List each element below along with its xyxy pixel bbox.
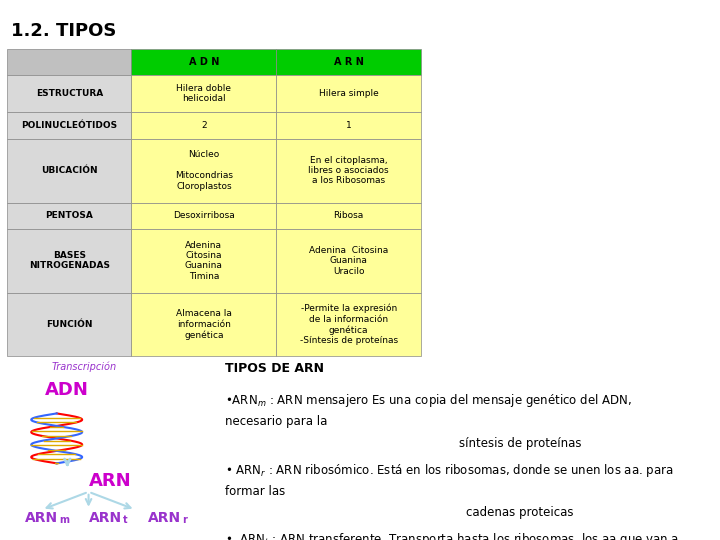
Text: TIPOS DE ARN: TIPOS DE ARN [225,362,323,375]
Text: formar las: formar las [225,485,285,498]
Text: necesario para la: necesario para la [225,415,327,428]
Text: •  ARN$_{t}$ : ARN transferente. Transporta hasta los ribosomas, los aa que van : • ARN$_{t}$ : ARN transferente. Transpor… [225,531,679,540]
Text: m: m [59,515,69,525]
Text: • ARN$_{r}$ : ARN ribosómico. Está en los ribosomas, donde se unen los aa. para: • ARN$_{r}$ : ARN ribosómico. Está en lo… [225,462,673,478]
Text: t: t [122,515,127,525]
Text: Transcripción: Transcripción [52,362,117,372]
Text: cadenas proteicas: cadenas proteicas [466,506,574,519]
Text: r: r [182,515,187,525]
Text: ARN: ARN [89,511,122,525]
Text: síntesis de proteínas: síntesis de proteínas [459,436,581,450]
Text: ARN: ARN [89,472,131,490]
Text: ADN: ADN [45,381,89,400]
Text: 1.2. TIPOS: 1.2. TIPOS [12,22,117,40]
Text: •ARN$_{m}$ : ARN mensajero Es una copia del mensaje genético del ADN,: •ARN$_{m}$ : ARN mensajero Es una copia … [225,392,631,409]
Text: ARN: ARN [148,511,181,525]
Text: ARN: ARN [24,511,58,525]
